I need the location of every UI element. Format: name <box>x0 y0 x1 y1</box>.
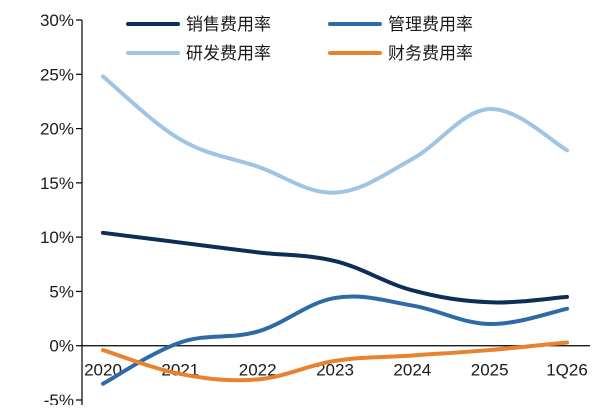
y-tick-label: 10% <box>40 228 74 247</box>
y-axis: -5% 0% 5% 10% 15% 20% 25% 30% <box>40 11 83 410</box>
y-tick-label: -5% <box>44 391 74 405</box>
legend-label: 财务费用率 <box>388 44 473 63</box>
y-tick-label: 5% <box>49 282 74 301</box>
series-line-4 <box>101 340 569 383</box>
legend-label: 销售费用率 <box>186 15 271 34</box>
series-line-1 <box>101 230 569 305</box>
y-tick-label: 30% <box>40 11 74 30</box>
series-line-2 <box>101 294 569 386</box>
x-tick-label: 2024 <box>393 361 431 380</box>
y-tick-label: 25% <box>40 65 74 84</box>
x-tick-label: 2023 <box>316 361 354 380</box>
x-tick-label: 2025 <box>471 361 509 380</box>
y-tick-label: 0% <box>49 337 74 356</box>
x-tick-label: 2022 <box>239 361 277 380</box>
series-lines <box>101 74 569 386</box>
legend-label: 研发费用率 <box>186 44 271 63</box>
series-line-3 <box>101 74 569 195</box>
legend-item: 管理费用率 <box>328 15 473 34</box>
x-tick-label: 2020 <box>84 361 122 380</box>
x-tick-label: 1Q26 <box>546 361 588 380</box>
legend-item: 财务费用率 <box>328 44 473 63</box>
y-tick-label: 20% <box>40 120 74 139</box>
legend-item: 销售费用率 <box>126 15 271 34</box>
y-tick-label: 15% <box>40 174 74 193</box>
legend-item: 研发费用率 <box>126 44 271 63</box>
x-axis: 2020 2021 2022 2023 2024 2025 1Q26 <box>82 345 590 380</box>
legend-label: 管理费用率 <box>388 15 473 34</box>
